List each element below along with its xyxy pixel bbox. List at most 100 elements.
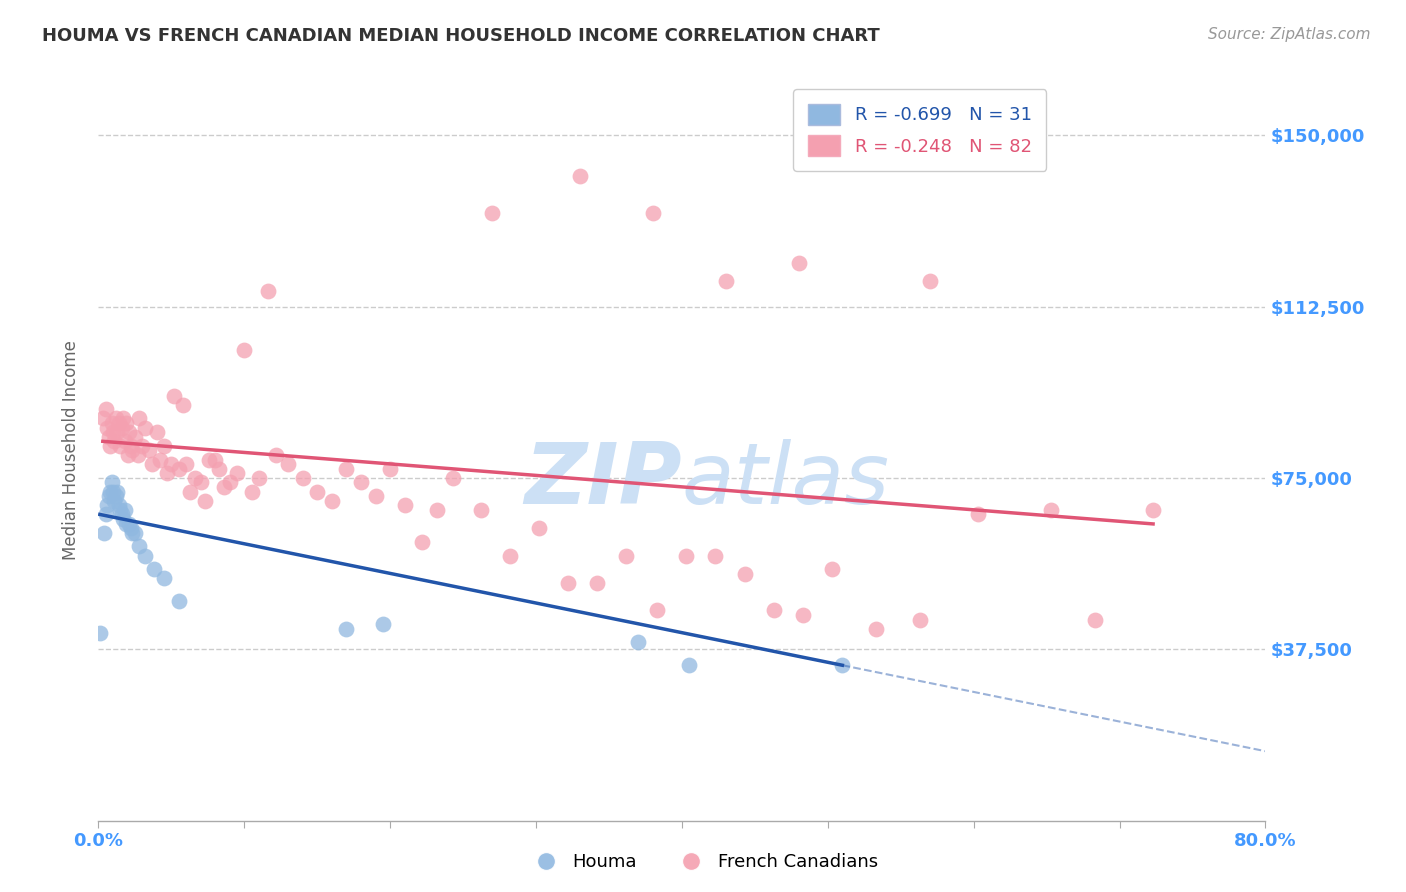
Text: ZIP: ZIP bbox=[524, 439, 682, 522]
Point bbox=[616, 549, 638, 563]
Point bbox=[104, 489, 127, 503]
Point bbox=[101, 425, 124, 440]
Point bbox=[212, 480, 235, 494]
Point bbox=[380, 461, 402, 475]
Point bbox=[1039, 503, 1062, 517]
Point bbox=[411, 534, 433, 549]
Point bbox=[91, 411, 114, 425]
Text: atlas: atlas bbox=[682, 439, 890, 522]
Point bbox=[183, 471, 205, 485]
Point bbox=[97, 489, 120, 503]
Point bbox=[266, 448, 288, 462]
Point bbox=[204, 452, 226, 467]
Point bbox=[96, 498, 118, 512]
Point bbox=[1084, 613, 1107, 627]
Point bbox=[105, 484, 128, 499]
Point bbox=[142, 562, 165, 576]
Point bbox=[156, 467, 179, 481]
Point bbox=[1142, 503, 1164, 517]
Point bbox=[792, 607, 814, 622]
Point bbox=[627, 635, 650, 649]
Point bbox=[441, 471, 464, 485]
Point bbox=[120, 521, 142, 535]
Legend: R = -0.699   N = 31, R = -0.248   N = 82: R = -0.699 N = 31, R = -0.248 N = 82 bbox=[793, 89, 1046, 170]
Point bbox=[645, 603, 668, 617]
Point bbox=[96, 420, 118, 434]
Point bbox=[762, 603, 785, 617]
Point bbox=[128, 411, 150, 425]
Point bbox=[233, 343, 256, 357]
Point bbox=[124, 430, 146, 444]
Point bbox=[104, 411, 127, 425]
Point bbox=[675, 549, 697, 563]
Point bbox=[172, 398, 194, 412]
Point bbox=[98, 484, 121, 499]
Point bbox=[865, 622, 887, 636]
Point bbox=[198, 452, 221, 467]
Point bbox=[470, 503, 492, 517]
Point bbox=[167, 594, 190, 608]
Point bbox=[94, 508, 117, 522]
Point bbox=[118, 425, 141, 440]
Point bbox=[115, 416, 138, 430]
Point bbox=[138, 443, 160, 458]
Point bbox=[103, 493, 125, 508]
Point bbox=[194, 493, 217, 508]
Point bbox=[499, 549, 522, 563]
Point bbox=[831, 658, 853, 673]
Point bbox=[93, 525, 115, 540]
Point bbox=[704, 549, 727, 563]
Text: HOUMA VS FRENCH CANADIAN MEDIAN HOUSEHOLD INCOME CORRELATION CHART: HOUMA VS FRENCH CANADIAN MEDIAN HOUSEHOL… bbox=[42, 27, 880, 45]
Point bbox=[174, 457, 197, 471]
Point bbox=[153, 439, 176, 453]
Point bbox=[112, 411, 135, 425]
Point bbox=[89, 626, 111, 640]
Point bbox=[307, 484, 329, 499]
Point bbox=[218, 475, 240, 490]
Point bbox=[124, 525, 146, 540]
Point bbox=[586, 576, 609, 591]
Point bbox=[108, 416, 131, 430]
Point bbox=[108, 498, 131, 512]
Point bbox=[481, 206, 503, 220]
Point bbox=[115, 516, 138, 531]
Point bbox=[568, 169, 591, 184]
Point bbox=[153, 571, 176, 585]
Point bbox=[100, 475, 122, 490]
Point bbox=[967, 508, 990, 522]
Point bbox=[179, 484, 201, 499]
Point bbox=[821, 562, 844, 576]
Point bbox=[118, 516, 141, 531]
Point bbox=[131, 439, 153, 453]
Point bbox=[160, 457, 183, 471]
Point bbox=[94, 402, 117, 417]
Point bbox=[120, 439, 142, 453]
Point bbox=[97, 430, 120, 444]
Point bbox=[117, 448, 139, 462]
Point bbox=[134, 420, 156, 434]
Point bbox=[98, 439, 121, 453]
Point bbox=[256, 284, 278, 298]
Point bbox=[163, 389, 186, 403]
Point bbox=[557, 576, 579, 591]
Point bbox=[527, 521, 550, 535]
Point bbox=[364, 489, 387, 503]
Point bbox=[426, 503, 449, 517]
Point bbox=[149, 452, 172, 467]
Point bbox=[121, 525, 143, 540]
Point bbox=[226, 467, 249, 481]
Point bbox=[114, 434, 136, 449]
Point bbox=[714, 274, 737, 288]
Text: Source: ZipAtlas.com: Source: ZipAtlas.com bbox=[1208, 27, 1371, 42]
Point bbox=[734, 566, 756, 581]
Point bbox=[105, 425, 128, 440]
Point bbox=[121, 443, 143, 458]
Point bbox=[112, 512, 135, 526]
Point bbox=[114, 503, 136, 517]
Point bbox=[111, 508, 134, 522]
Point bbox=[678, 658, 700, 673]
Y-axis label: Median Household Income: Median Household Income bbox=[62, 341, 80, 560]
Point bbox=[128, 540, 150, 554]
Point bbox=[110, 503, 132, 517]
Point bbox=[111, 420, 134, 434]
